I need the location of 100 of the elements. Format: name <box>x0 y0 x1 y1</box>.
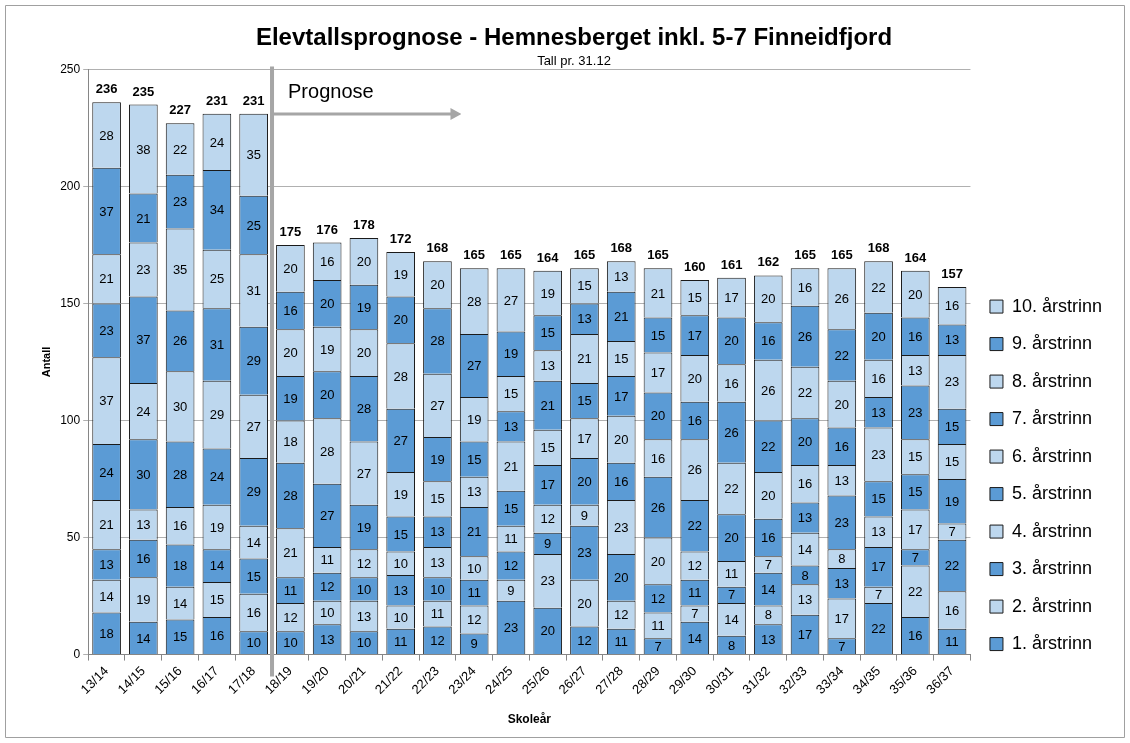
data-label: 13 <box>466 484 482 500</box>
data-label: 26 <box>687 462 702 478</box>
data-label: 14 <box>687 630 702 646</box>
y-tick-label: 200 <box>60 178 81 193</box>
data-label: 16 <box>944 298 960 314</box>
data-label: 19 <box>209 519 225 535</box>
data-label: 27 <box>356 465 372 481</box>
data-label: 17 <box>614 388 629 404</box>
data-label: 23 <box>871 447 886 463</box>
total-label: 168 <box>867 240 890 256</box>
data-label: 24 <box>136 403 151 419</box>
legend-label: 1. årstrinn <box>1011 633 1092 654</box>
data-label: 26 <box>724 424 739 440</box>
data-label: 16 <box>908 628 923 644</box>
data-label: 25 <box>209 271 225 287</box>
total-label: 164 <box>904 249 927 265</box>
data-label: 28 <box>393 368 408 384</box>
data-label: 10 <box>283 635 298 651</box>
data-label: 22 <box>834 347 850 363</box>
data-label: 27 <box>430 397 445 413</box>
data-label: 20 <box>319 387 335 403</box>
data-label: 15 <box>172 629 188 645</box>
data-label: 19 <box>319 341 335 357</box>
data-label: 16 <box>724 375 739 391</box>
data-label: 20 <box>614 431 629 447</box>
data-label: 35 <box>246 147 261 163</box>
data-label: 15 <box>908 449 923 465</box>
data-label: 15 <box>650 327 666 343</box>
data-label: 19 <box>283 390 298 406</box>
data-label: 16 <box>319 253 335 269</box>
total-label: 165 <box>647 247 669 263</box>
data-label: 27 <box>246 418 261 434</box>
data-label: 12 <box>650 590 666 606</box>
data-label: 16 <box>797 476 813 492</box>
data-label: 21 <box>283 545 298 561</box>
data-label: 27 <box>393 432 408 448</box>
data-label: 17 <box>871 559 886 575</box>
total-label: 162 <box>757 254 780 270</box>
data-label: 15 <box>577 278 592 294</box>
data-label: 27 <box>466 358 482 374</box>
legend-label: 5. årstrinn <box>1011 483 1092 504</box>
data-label: 14 <box>99 588 114 604</box>
data-label: 20 <box>834 396 850 412</box>
data-label: 16 <box>871 370 886 386</box>
y-tick-label: 150 <box>60 295 81 310</box>
data-label: 28 <box>356 401 372 417</box>
data-label: 10 <box>356 635 372 651</box>
data-label: 15 <box>944 418 960 434</box>
data-label: 22 <box>797 384 813 400</box>
data-label: 24 <box>209 469 225 485</box>
data-label: 15 <box>430 491 445 507</box>
data-label: 7 <box>911 550 919 566</box>
data-label: 14 <box>246 534 261 550</box>
total-label: 176 <box>316 221 339 237</box>
chart-subtitle: Tall pr. 31.12 <box>537 53 611 69</box>
data-label: 12 <box>614 607 629 623</box>
y-tick-label: 100 <box>60 412 81 427</box>
data-label: 15 <box>393 526 408 542</box>
data-label: 14 <box>797 541 813 557</box>
data-label: 16 <box>283 303 298 319</box>
data-label: 23 <box>503 619 519 635</box>
data-label: 24 <box>99 464 114 480</box>
legend-label: 8. årstrinn <box>1011 370 1092 391</box>
data-label: 11 <box>614 634 628 650</box>
data-label: 18 <box>99 625 114 641</box>
data-label: 13 <box>393 582 408 598</box>
data-label: 13 <box>834 472 850 488</box>
data-label: 29 <box>246 353 261 369</box>
data-label: 9 <box>507 582 515 598</box>
data-label: 15 <box>908 484 923 500</box>
data-label: 10 <box>319 605 335 621</box>
data-label: 20 <box>761 487 776 503</box>
data-label: 17 <box>577 430 592 446</box>
total-label: 231 <box>206 92 228 108</box>
total-label: 165 <box>573 247 596 263</box>
data-label: 22 <box>687 518 702 534</box>
legend-label: 6. årstrinn <box>1011 445 1092 466</box>
legend-label: 10. årstrinn <box>1011 295 1102 316</box>
data-label: 7 <box>727 587 736 603</box>
data-label: 13 <box>577 311 592 327</box>
data-label: 20 <box>319 296 335 312</box>
data-label: 12 <box>466 612 482 628</box>
total-label: 160 <box>683 259 706 275</box>
data-label: 23 <box>908 404 923 420</box>
data-label: 34 <box>209 202 225 218</box>
data-label: 16 <box>797 279 813 295</box>
data-label: 8 <box>727 637 736 653</box>
data-label: 20 <box>283 345 298 361</box>
data-label: 11 <box>393 634 408 650</box>
data-label: 26 <box>797 328 813 344</box>
data-label: 12 <box>283 609 298 625</box>
total-label: 235 <box>132 83 155 99</box>
data-label: 26 <box>761 382 776 398</box>
data-label: 13 <box>614 269 629 285</box>
data-label: 19 <box>430 451 445 467</box>
data-label: 15 <box>871 491 886 507</box>
data-label: 17 <box>797 627 813 642</box>
data-label: 20 <box>356 345 372 361</box>
data-label: 21 <box>99 271 114 287</box>
data-label: 13 <box>430 554 445 570</box>
